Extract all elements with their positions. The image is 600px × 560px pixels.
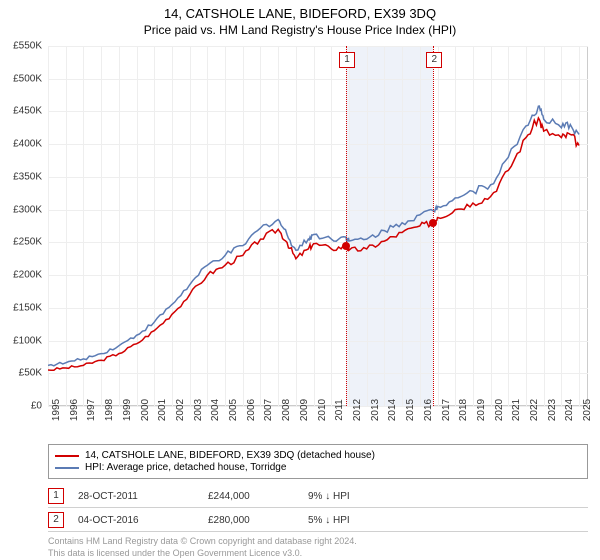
series-line-hpi [48, 106, 579, 366]
transaction-price: £244,000 [208, 491, 308, 502]
attribution-line: This data is licensed under the Open Gov… [48, 548, 588, 560]
transaction-vline [346, 46, 347, 406]
separator [48, 507, 588, 508]
xtick-label: 2005 [228, 399, 239, 421]
ytick-label: £450K [2, 106, 42, 117]
xtick-label: 1996 [69, 399, 80, 421]
ytick-label: £400K [2, 139, 42, 150]
chart-title: 14, CATSHOLE LANE, BIDEFORD, EX39 3DQ [0, 0, 600, 21]
ytick-label: £150K [2, 302, 42, 313]
xtick-label: 2021 [511, 399, 522, 421]
xtick-label: 2014 [387, 399, 398, 421]
xtick-label: 2017 [441, 399, 452, 421]
xtick-label: 2004 [210, 399, 221, 421]
xtick-label: 2016 [423, 399, 434, 421]
chart-subtitle: Price paid vs. HM Land Registry's House … [0, 21, 600, 37]
transaction-dot [429, 219, 437, 227]
xtick-label: 2015 [405, 399, 416, 421]
ytick-label: £0 [2, 401, 42, 412]
legend-label: 14, CATSHOLE LANE, BIDEFORD, EX39 3DQ (d… [85, 450, 375, 461]
series-line-property [48, 118, 579, 370]
xtick-label: 2001 [157, 399, 168, 421]
line-series [48, 46, 588, 406]
legend-item-property: 14, CATSHOLE LANE, BIDEFORD, EX39 3DQ (d… [55, 450, 581, 461]
xtick-label: 2012 [352, 399, 363, 421]
xtick-label: 2024 [564, 399, 575, 421]
ytick-label: £300K [2, 204, 42, 215]
transaction-marker: 2 [426, 52, 442, 68]
attribution-line: Contains HM Land Registry data © Crown c… [48, 536, 588, 548]
xtick-label: 2009 [299, 399, 310, 421]
xtick-label: 2023 [547, 399, 558, 421]
xtick-label: 2022 [529, 399, 540, 421]
xtick-label: 2007 [263, 399, 274, 421]
xtick-label: 1997 [86, 399, 97, 421]
xtick-label: 2002 [175, 399, 186, 421]
transaction-delta: 9% ↓ HPI [308, 491, 408, 502]
legend-item-hpi: HPI: Average price, detached house, Torr… [55, 462, 581, 473]
chart-area: 12 £0£50K£100K£150K£200K£250K£300K£350K£… [48, 46, 588, 406]
xtick-label: 2011 [334, 399, 345, 421]
separator [48, 531, 588, 532]
transaction-row: 2 04-OCT-2016 £280,000 5% ↓ HPI [48, 512, 588, 528]
legend: 14, CATSHOLE LANE, BIDEFORD, EX39 3DQ (d… [48, 444, 588, 479]
ytick-label: £550K [2, 41, 42, 52]
xtick-label: 2020 [494, 399, 505, 421]
attribution: Contains HM Land Registry data © Crown c… [48, 536, 588, 559]
transaction-row: 1 28-OCT-2011 £244,000 9% ↓ HPI [48, 488, 588, 504]
xtick-label: 2008 [281, 399, 292, 421]
xtick-label: 1999 [122, 399, 133, 421]
legend-swatch [55, 467, 79, 469]
xtick-label: 1995 [51, 399, 62, 421]
transaction-marker-icon: 1 [48, 488, 64, 504]
ytick-label: £500K [2, 73, 42, 84]
legend-swatch [55, 455, 79, 457]
ytick-label: £350K [2, 171, 42, 182]
xtick-label: 2003 [193, 399, 204, 421]
transaction-price: £280,000 [208, 515, 308, 526]
transaction-marker-icon: 2 [48, 512, 64, 528]
xtick-label: 2018 [458, 399, 469, 421]
xtick-label: 2019 [476, 399, 487, 421]
ytick-label: £100K [2, 335, 42, 346]
transaction-delta: 5% ↓ HPI [308, 515, 408, 526]
ytick-label: £250K [2, 237, 42, 248]
transaction-date: 04-OCT-2016 [78, 515, 208, 526]
transaction-marker: 1 [339, 52, 355, 68]
xtick-label: 2006 [246, 399, 257, 421]
xtick-label: 2010 [317, 399, 328, 421]
transaction-dot [342, 242, 350, 250]
transaction-date: 28-OCT-2011 [78, 491, 208, 502]
ytick-label: £50K [2, 368, 42, 379]
xtick-label: 2013 [370, 399, 381, 421]
legend-label: HPI: Average price, detached house, Torr… [85, 462, 286, 473]
xtick-label: 2025 [582, 399, 593, 421]
xtick-label: 1998 [104, 399, 115, 421]
xtick-label: 2000 [140, 399, 151, 421]
ytick-label: £200K [2, 270, 42, 281]
